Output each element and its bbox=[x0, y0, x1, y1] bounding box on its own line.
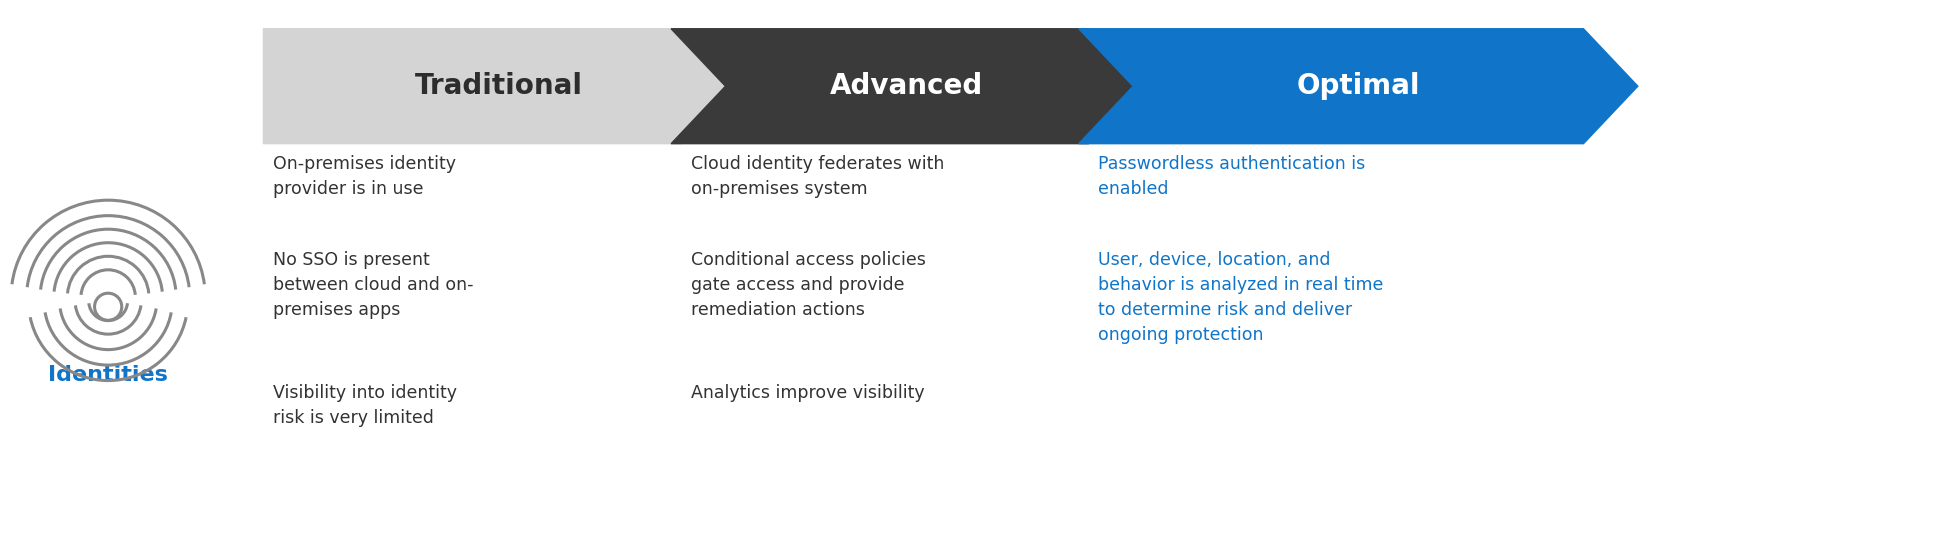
Text: Cloud identity federates with
on-premises system: Cloud identity federates with on-premise… bbox=[690, 155, 945, 197]
Polygon shape bbox=[1079, 29, 1639, 144]
Text: Identities: Identities bbox=[49, 365, 167, 386]
Polygon shape bbox=[671, 29, 1143, 144]
Text: Optimal: Optimal bbox=[1297, 72, 1419, 100]
Text: No SSO is present
between cloud and on-
premises apps: No SSO is present between cloud and on- … bbox=[274, 251, 474, 319]
Text: Analytics improve visibility: Analytics improve visibility bbox=[690, 384, 923, 403]
Text: User, device, location, and
behavior is analyzed in real time
to determine risk : User, device, location, and behavior is … bbox=[1098, 251, 1384, 344]
Text: Passwordless authentication is
enabled: Passwordless authentication is enabled bbox=[1098, 155, 1365, 197]
Text: Advanced: Advanced bbox=[830, 72, 984, 100]
Text: Visibility into identity
risk is very limited: Visibility into identity risk is very li… bbox=[274, 384, 457, 427]
Text: Conditional access policies
gate access and provide
remediation actions: Conditional access policies gate access … bbox=[690, 251, 925, 319]
Text: Traditional: Traditional bbox=[416, 72, 583, 100]
Polygon shape bbox=[264, 29, 735, 144]
Text: On-premises identity
provider is in use: On-premises identity provider is in use bbox=[274, 155, 457, 197]
